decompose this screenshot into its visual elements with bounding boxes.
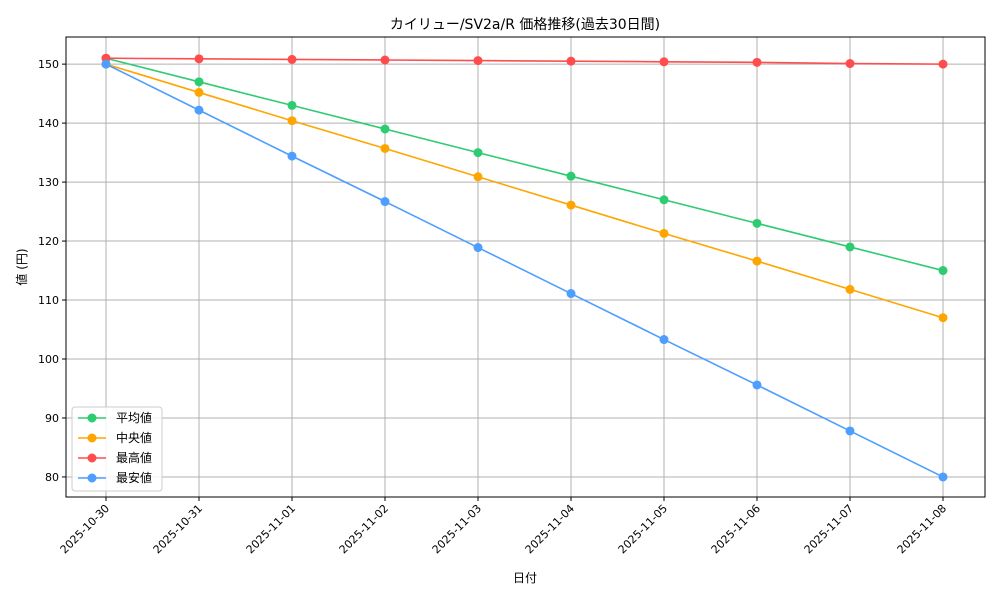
series-lines (101, 53, 948, 482)
data-point (752, 218, 762, 228)
data-point (473, 148, 483, 158)
series-line (105, 63, 944, 319)
data-point (566, 56, 576, 66)
data-point (938, 472, 948, 482)
legend-marker (87, 453, 97, 463)
y-tick-label: 80 (45, 471, 59, 484)
legend-label: 最高値 (116, 450, 152, 465)
data-point (752, 380, 762, 390)
legend-marker (87, 413, 97, 423)
series-0 (101, 53, 948, 276)
legend-item: 中央値 (78, 430, 152, 445)
data-point (938, 59, 948, 69)
data-point (659, 57, 669, 67)
data-point (473, 172, 483, 182)
data-point (194, 105, 204, 115)
x-ticks: 2025-10-30 2025-10-31 2025-11-01 2025-11-02… (58, 497, 949, 556)
legend-item: 最高値 (78, 450, 152, 465)
data-point (194, 87, 204, 97)
data-point (380, 124, 390, 134)
x-tick-label: 2025-11-08 (895, 502, 949, 556)
data-point (659, 228, 669, 238)
data-point (845, 242, 855, 252)
data-point (380, 55, 390, 65)
series-line (105, 63, 944, 478)
data-point (380, 197, 390, 207)
data-point (566, 171, 576, 181)
x-tick-label: 2025-11-04 (523, 502, 577, 556)
x-tick-label: 2025-11-05 (616, 502, 670, 556)
data-point (752, 57, 762, 67)
data-point (194, 77, 204, 87)
data-point (566, 200, 576, 210)
legend-item: 最安値 (78, 470, 152, 485)
data-point (287, 151, 297, 161)
legend-box (71, 406, 163, 492)
series-line (105, 57, 944, 272)
data-point (659, 195, 669, 205)
y-tick-label: 110 (38, 294, 59, 307)
data-point (845, 426, 855, 436)
x-tick-label: 2025-11-03 (430, 502, 484, 556)
data-point (287, 54, 297, 64)
legend-label: 中央値 (116, 430, 152, 445)
data-point (194, 54, 204, 64)
series-line (105, 57, 944, 65)
series-3 (101, 59, 948, 482)
x-tick-label: 2025-11-07 (802, 502, 856, 556)
series-1 (101, 59, 948, 323)
y-tick-label: 130 (38, 176, 59, 189)
y-tick-label: 150 (38, 58, 59, 71)
x-tick-label: 2025-11-02 (337, 502, 391, 556)
legend-marker (87, 433, 97, 443)
y-axis-label: 値 (円) (14, 248, 29, 285)
plot-frame (65, 36, 986, 498)
y-ticks: 80 90 100 110 120 130 140 150 (38, 58, 66, 484)
x-tick-label: 2025-11-01 (244, 502, 298, 556)
x-tick-label: 2025-10-31 (151, 502, 205, 556)
data-point (845, 59, 855, 69)
y-tick-label: 140 (38, 117, 59, 130)
data-point (938, 313, 948, 323)
x-axis-label: 日付 (513, 571, 537, 585)
data-point (752, 256, 762, 266)
legend-item: 平均値 (78, 410, 152, 425)
data-point (566, 289, 576, 299)
series-2 (101, 53, 948, 69)
y-tick-label: 100 (38, 353, 59, 366)
legend-label: 平均値 (116, 410, 152, 425)
y-tick-label: 120 (38, 235, 59, 248)
data-point (380, 143, 390, 153)
data-point (938, 266, 948, 276)
data-point (845, 284, 855, 294)
y-tick-label: 90 (45, 412, 59, 425)
legend-marker (87, 473, 97, 483)
grid (66, 37, 985, 497)
data-point (287, 100, 297, 110)
data-point (473, 56, 483, 66)
data-point (287, 116, 297, 126)
data-point (473, 243, 483, 253)
chart-title: カイリュー/SV2a/R 価格推移(過去30日間) (390, 17, 660, 33)
legend-label: 最安値 (116, 470, 152, 485)
x-tick-label: 2025-10-30 (58, 502, 112, 556)
data-point (101, 59, 111, 69)
data-point (659, 335, 669, 345)
x-tick-label: 2025-11-06 (709, 502, 763, 556)
